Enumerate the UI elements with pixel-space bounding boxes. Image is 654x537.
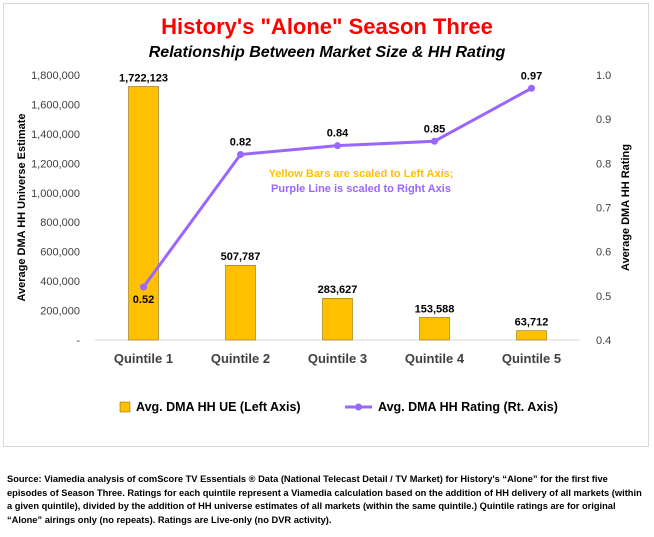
x-tick-label: Quintile 5	[502, 351, 561, 366]
bar	[225, 264, 256, 341]
left-axis-title: Average DMA HH Universe Estimate	[16, 113, 28, 301]
bar-data-label: 1,722,123	[119, 72, 168, 84]
bar	[128, 86, 159, 341]
left-axis-tick-label: 200,000	[40, 306, 80, 318]
left-axis-tick-label: 1,000,000	[31, 188, 80, 200]
right-axis-title: Average DMA HH Rating	[620, 144, 632, 271]
line-point	[528, 84, 535, 92]
legend-line-marker	[355, 403, 362, 411]
legend-bar-swatch	[119, 401, 131, 413]
bar-data-label: 153,588	[415, 303, 455, 315]
x-tick-label: Quintile 2	[211, 351, 270, 366]
right-axis-tick-label: 0.5	[596, 291, 611, 303]
right-axis-tick-label: 0.6	[596, 247, 611, 259]
legend-line-label: Avg. DMA HH Rating (Rt. Axis)	[378, 400, 558, 414]
x-tick-label: Quintile 3	[308, 351, 367, 366]
bar-data-label: 283,627	[318, 284, 358, 296]
right-axis-tick-label: 0.7	[596, 203, 611, 215]
line-data-label: 0.97	[521, 70, 542, 82]
combo-chart: - 200,000 400,000 600,000 800,000 1,000,000 1,…	[16, 70, 632, 414]
annotation-right-axis: Purple Line is scaled to Right Axis	[271, 183, 451, 195]
source-note: Source: Viamedia analysis of comScore TV…	[7, 474, 642, 525]
line-point	[140, 283, 147, 291]
bar	[419, 317, 450, 341]
chart-subtitle: Relationship Between Market Size & HH Ra…	[148, 44, 506, 61]
left-axis-tick-label: 1,400,000	[31, 129, 80, 141]
annotation-left-axis: Yellow Bars are scaled to Left Axis;	[269, 168, 454, 180]
right-axis-tick-label: 0.9	[596, 114, 611, 126]
chart-frame	[3, 3, 649, 447]
right-axis-tick-label: 1.0	[596, 70, 611, 82]
chart-title: History's "Alone" Season Three	[161, 14, 493, 39]
left-axis-tick-label: 800,000	[40, 217, 80, 229]
x-tick-label: Quintile 4	[405, 351, 465, 366]
left-axis-tick-label: 1,800,000	[31, 70, 80, 82]
bar	[516, 330, 547, 341]
left-axis-tick-label: -	[76, 335, 80, 347]
line-point	[334, 142, 341, 150]
x-tick-label: Quintile 1	[114, 351, 173, 366]
bar-data-label: 507,787	[221, 251, 261, 263]
line-data-label: 0.85	[424, 123, 445, 135]
left-axis-tick-label: 400,000	[40, 276, 80, 288]
line-point	[237, 151, 244, 158]
right-axis-tick-label: 0.8	[596, 158, 611, 170]
line-point	[431, 137, 438, 145]
line-data-label: 0.84	[327, 128, 349, 140]
line-data-label: 0.52	[133, 294, 154, 306]
bar-data-label: 63,712	[515, 317, 549, 329]
left-axis-tick-label: 1,600,000	[31, 99, 80, 111]
left-axis-tick-label: 1,200,000	[31, 158, 80, 170]
legend-bar-label: Avg. DMA HH UE (Left Axis)	[136, 400, 301, 414]
bar	[322, 297, 353, 341]
line-data-label: 0.82	[230, 137, 251, 149]
right-axis-tick-label: 0.4	[596, 335, 611, 347]
left-axis-tick-label: 600,000	[40, 247, 80, 259]
